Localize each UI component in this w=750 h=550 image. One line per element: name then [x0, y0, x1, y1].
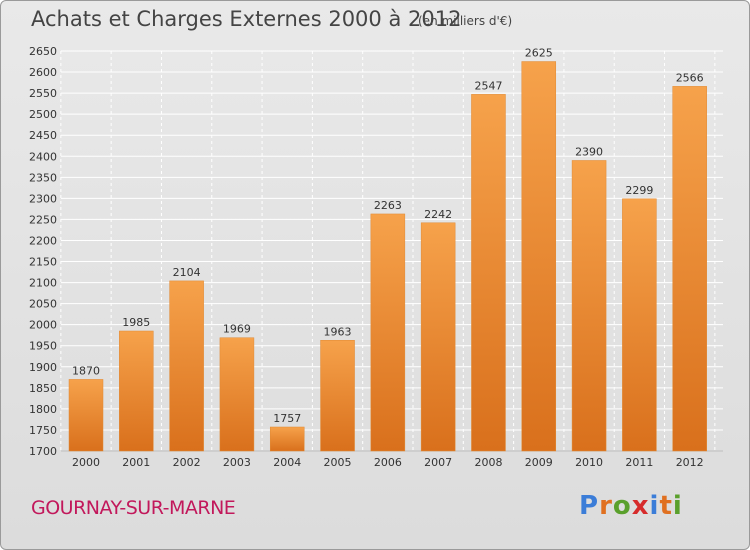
data-label: 2104 — [173, 266, 201, 279]
data-label: 2242 — [424, 208, 452, 221]
y-tick-label: 2400 — [29, 150, 57, 163]
bar-2008 — [471, 94, 506, 452]
brand-letter: x — [631, 491, 650, 521]
x-tick-label: 2009 — [525, 456, 553, 469]
x-tick-label: 2007 — [424, 456, 452, 469]
bar-2006 — [370, 213, 406, 452]
bar-2000 — [68, 379, 104, 452]
data-label: 2263 — [374, 199, 402, 212]
data-label: 2566 — [676, 71, 704, 84]
x-tick-label: 2004 — [273, 456, 301, 469]
chart-subtitle: (en milliers d'€) — [418, 14, 513, 28]
bar-2005 — [320, 340, 355, 452]
chart-title: Achats et Charges Externes 2000 à 2012 — [31, 7, 462, 31]
y-tick-label: 1950 — [29, 340, 57, 353]
bar-2002 — [169, 280, 204, 452]
bar-2009 — [521, 61, 557, 452]
data-label: 2390 — [575, 145, 603, 158]
data-label: 2547 — [474, 79, 502, 92]
y-tick-label: 2500 — [29, 108, 57, 121]
brand-letter: t — [659, 491, 673, 521]
bar-2011 — [622, 198, 657, 452]
y-tick-label: 2450 — [29, 129, 57, 142]
y-tick-label: 2650 — [29, 45, 57, 58]
y-tick-label: 2000 — [29, 319, 57, 332]
brand-letter: P — [579, 491, 600, 521]
brand-letter: i — [649, 491, 660, 521]
bar-2010 — [571, 160, 607, 452]
brand-letter: r — [599, 491, 613, 521]
y-tick-label: 1850 — [29, 382, 57, 395]
y-tick-label: 2050 — [29, 298, 57, 311]
brand-letter: o — [612, 491, 632, 521]
data-label: 1757 — [273, 412, 301, 425]
bar-2004 — [269, 426, 305, 452]
data-label: 2625 — [525, 47, 553, 60]
y-tick-label: 2250 — [29, 213, 57, 226]
y-tick-label: 2150 — [29, 256, 57, 269]
data-label: 1985 — [122, 316, 150, 329]
y-tick-label: 2600 — [29, 66, 57, 79]
y-tick-label: 1750 — [29, 424, 57, 437]
data-label: 2299 — [625, 184, 653, 197]
bar-2007 — [420, 222, 456, 452]
y-tick-label: 1800 — [29, 403, 57, 416]
brand-letter: i — [672, 491, 683, 521]
data-label: 1969 — [223, 323, 251, 336]
data-label: 1870 — [72, 364, 100, 377]
bar-2003 — [219, 337, 255, 452]
y-tick-label: 2100 — [29, 277, 57, 290]
x-tick-label: 2003 — [223, 456, 251, 469]
y-tick-label: 2550 — [29, 87, 57, 100]
commune-name: GOURNAY-SUR-MARNE — [31, 497, 236, 519]
x-tick-label: 2002 — [173, 456, 201, 469]
bar-2012 — [672, 86, 707, 452]
brand-logo: Proxiti — [579, 491, 683, 521]
y-tick-label: 2200 — [29, 234, 57, 247]
x-tick-label: 2001 — [122, 456, 150, 469]
y-tick-label: 2300 — [29, 192, 57, 205]
x-tick-label: 2000 — [72, 456, 100, 469]
y-tick-label: 1900 — [29, 361, 57, 374]
x-tick-label: 2011 — [625, 456, 653, 469]
data-label: 1963 — [324, 325, 352, 338]
x-tick-label: 2006 — [374, 456, 402, 469]
y-tick-label: 1700 — [29, 445, 57, 458]
x-tick-label: 2010 — [575, 456, 603, 469]
y-tick-label: 2350 — [29, 171, 57, 184]
x-tick-label: 2005 — [324, 456, 352, 469]
x-tick-label: 2012 — [676, 456, 704, 469]
x-tick-label: 2008 — [474, 456, 502, 469]
bar-2001 — [119, 330, 154, 452]
